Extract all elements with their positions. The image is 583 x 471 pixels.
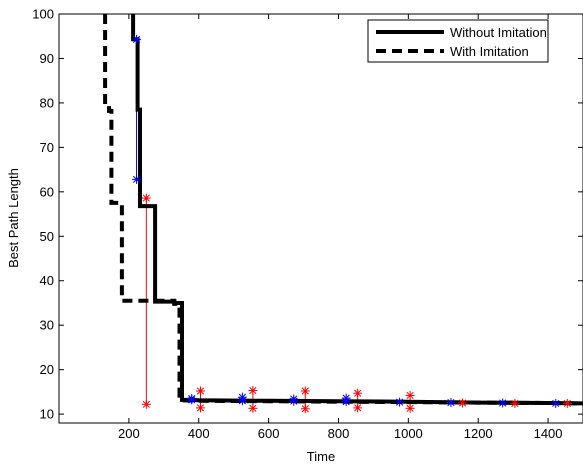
x-axis-label: Time <box>307 449 335 464</box>
red-star-marker <box>457 398 467 408</box>
blue-star-marker <box>289 394 299 404</box>
y-tick-label: 10 <box>40 407 54 422</box>
y-tick-label: 80 <box>40 95 54 110</box>
x-tick-label: 200 <box>118 426 140 441</box>
legend: Without Imitation With Imitation <box>367 19 549 63</box>
blue-star-marker <box>341 393 351 403</box>
y-tick-label: 70 <box>40 140 54 155</box>
red-star-marker <box>141 399 151 409</box>
blue-star-marker <box>551 398 561 408</box>
y-tick-label: 60 <box>40 184 54 199</box>
series-line-with-imitation <box>103 14 583 406</box>
red-star-marker <box>248 386 258 396</box>
red-star-marker <box>562 398 572 408</box>
blue-star-marker <box>132 34 142 44</box>
x-tick-label: 1200 <box>464 426 493 441</box>
red-star-marker <box>510 398 520 408</box>
red-star-marker <box>405 390 415 400</box>
x-tick-label: 1000 <box>394 426 423 441</box>
x-tick-label: 400 <box>188 426 210 441</box>
y-tick-label: 100 <box>32 7 54 22</box>
red-star-marker <box>300 404 310 414</box>
red-star-marker <box>353 403 363 413</box>
red-star-marker <box>195 403 205 413</box>
blue-star-marker <box>237 392 247 402</box>
legend-box <box>367 19 549 63</box>
blue-star-marker <box>498 398 508 408</box>
y-axis-label: Best Path Length <box>6 168 21 268</box>
blue-star-marker <box>132 174 142 184</box>
blue-star-marker <box>395 397 405 407</box>
y-tick-label: 30 <box>40 318 54 333</box>
red-star-marker <box>141 193 151 203</box>
red-star-marker <box>248 403 258 413</box>
x-tick-label: 600 <box>258 426 280 441</box>
legend-label-without-imitation: Without Imitation <box>450 25 547 40</box>
y-tick-label: 90 <box>40 51 54 66</box>
plot-area-frame <box>58 13 583 424</box>
legend-label-with-imitation: With Imitation <box>450 44 529 59</box>
red-star-marker <box>353 388 363 398</box>
x-tick-label: 800 <box>328 426 350 441</box>
y-tick-label: 40 <box>40 273 54 288</box>
red-star-marker <box>405 403 415 413</box>
blue-star-marker <box>446 398 456 408</box>
blue-star-marker <box>187 394 197 404</box>
x-tick-label: 1400 <box>534 426 563 441</box>
y-tick-label: 50 <box>40 229 54 244</box>
y-tick-label: 20 <box>40 362 54 377</box>
red-star-marker <box>195 386 205 396</box>
red-star-marker <box>300 386 310 396</box>
